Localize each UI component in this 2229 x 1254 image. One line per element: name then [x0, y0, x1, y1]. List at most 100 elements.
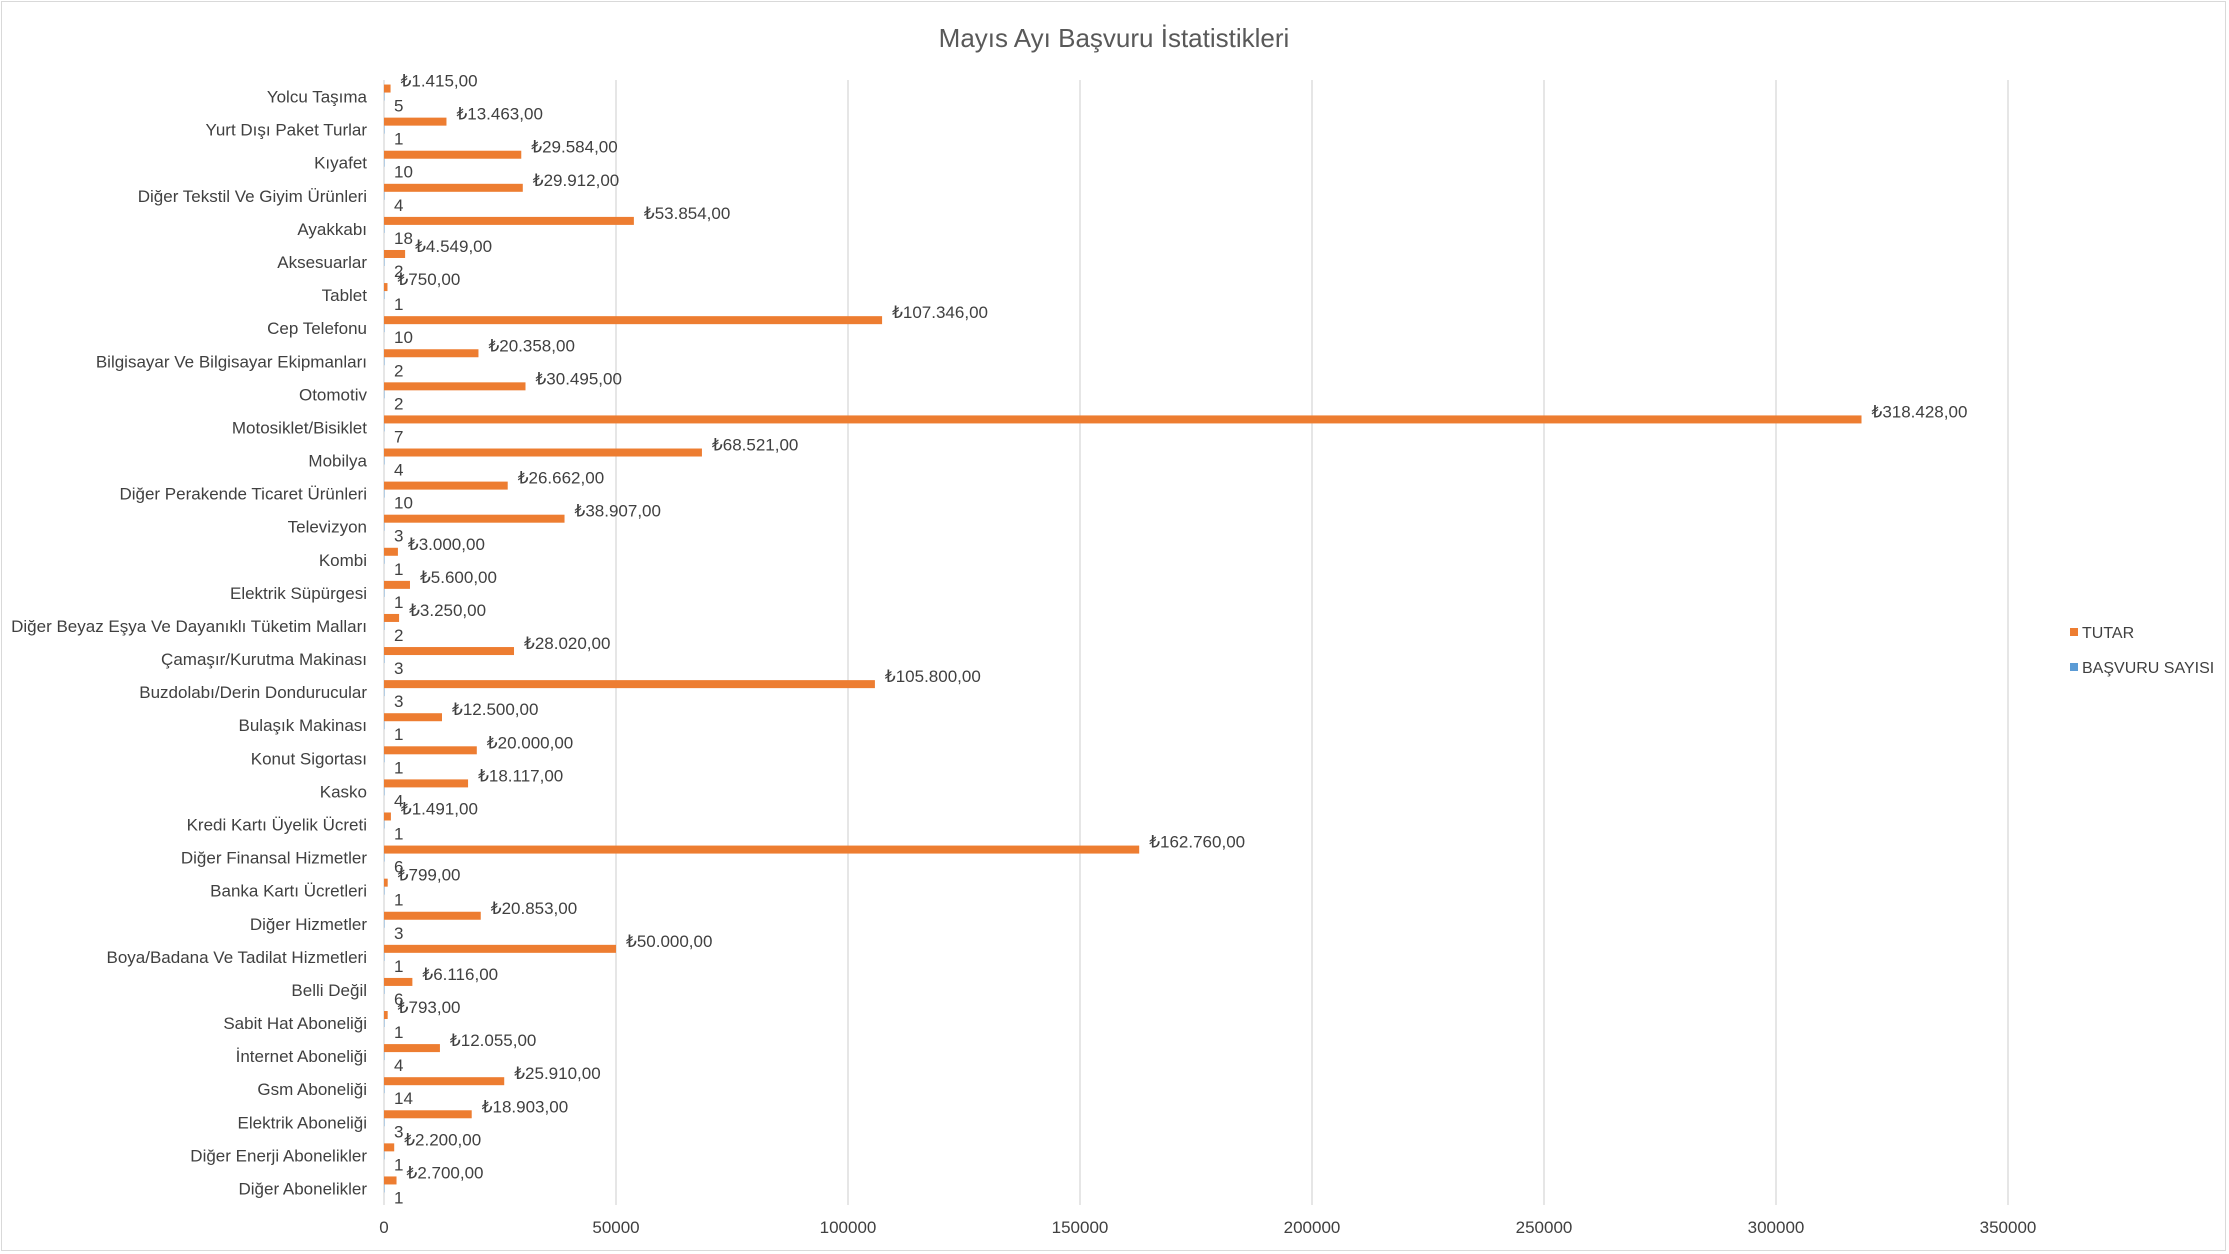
tutar-bar — [384, 580, 410, 589]
basvuru-data-label: 5 — [394, 97, 403, 116]
tutar-bar — [384, 349, 479, 358]
x-axis: 0 50000 100000 150000 200000 250000 300000 3500… — [379, 80, 2036, 1237]
category-label: Tablet — [322, 286, 368, 305]
tutar-data-label: ₺2.700,00 — [407, 1163, 484, 1182]
tutar-data-label: ₺107.346,00 — [892, 303, 988, 322]
tutar-data-label: ₺68.521,00 — [712, 436, 798, 455]
category-label: Motosiklet/Bisiklet — [232, 418, 367, 437]
basvuru-data-label: 1 — [394, 1155, 403, 1174]
category-label: Cep Telefonu — [267, 319, 367, 338]
category-label: Diğer Tekstil Ve Giyim Ürünleri — [138, 187, 367, 206]
legend-swatch — [2070, 628, 2078, 636]
tutar-bar — [384, 845, 1140, 854]
category-label: Kıyafet — [314, 154, 367, 173]
tutar-data-label: ₺30.495,00 — [535, 369, 621, 388]
category-label: Bilgisayar Ve Bilgisayar Ekipmanları — [96, 352, 367, 371]
basvuru-data-label: 4 — [394, 791, 403, 810]
basvuru-data-label: 1 — [394, 1188, 403, 1207]
legend-label: BAŞVURU SAYISI — [2082, 660, 2214, 677]
category-axis: Yolcu Taşıma Yurt Dışı Paket Turlar Kıyafe… — [11, 88, 367, 1199]
x-tick-label: 50000 — [592, 1218, 639, 1237]
basvuru-data-label: 1 — [394, 560, 403, 579]
tutar-bar — [384, 249, 406, 258]
tutar-data-label: ₺6.116,00 — [422, 965, 498, 984]
tutar-data-label: ₺4.549,00 — [415, 237, 492, 256]
data-labels: ₺1.415,00 5 ₺13.463,00 1 ₺29.584,00 10 ₺29.912… — [394, 72, 1967, 1208]
category-label: Aksesuarlar — [277, 253, 367, 272]
tutar-bar — [384, 812, 391, 821]
legend: TUTAR BAŞVURU SAYISI — [2070, 625, 2214, 677]
tutar-bar — [384, 878, 388, 887]
tutar-bar — [384, 448, 702, 457]
category-label: Banka Kartı Ücretleri — [210, 882, 367, 901]
basvuru-data-label: 6 — [394, 990, 403, 1009]
tutar-bar — [384, 680, 875, 689]
tutar-data-label: ₺18.903,00 — [482, 1097, 568, 1116]
basvuru-data-label: 3 — [394, 1122, 403, 1141]
category-label: Diğer Abonelikler — [238, 1179, 367, 1198]
category-label: Elektrik Süpürgesi — [230, 584, 367, 603]
tutar-bar — [384, 647, 515, 656]
basvuru-data-label: 1 — [394, 130, 403, 149]
category-label: Kombi — [319, 551, 367, 570]
basvuru-data-label: 1 — [394, 725, 403, 744]
tutar-bar — [384, 1011, 388, 1020]
tutar-bar — [384, 84, 391, 93]
tutar-bar — [384, 316, 883, 325]
basvuru-data-label: 1 — [394, 957, 403, 976]
basvuru-data-label: 1 — [394, 758, 403, 777]
tutar-data-label: ₺12.500,00 — [452, 700, 538, 719]
x-tick-label: 0 — [379, 1218, 388, 1237]
category-label: Diğer Enerji Abonelikler — [190, 1146, 367, 1165]
category-label: Kredi Kartı Üyelik Ücreti — [187, 815, 367, 834]
x-tick-label: 100000 — [820, 1218, 877, 1237]
category-label: Otomotiv — [299, 385, 368, 404]
category-label: Sabit Hat Aboneliği — [223, 1014, 367, 1033]
tutar-data-label: ₺50.000,00 — [626, 932, 712, 951]
chart-title: Mayıs Ayı Başvuru İstatistikleri — [939, 23, 1290, 53]
tutar-bar — [384, 944, 616, 953]
tutar-data-label: ₺53.854,00 — [644, 204, 730, 223]
tutar-data-label: ₺3.250,00 — [409, 601, 486, 620]
tutar-bar — [384, 1143, 395, 1152]
category-label: Televizyon — [288, 518, 367, 537]
tutar-data-label: ₺20.000,00 — [487, 733, 573, 752]
tutar-data-label: ₺1.491,00 — [401, 799, 478, 818]
basvuru-data-label: 6 — [394, 858, 403, 877]
tutar-bar — [384, 415, 1862, 424]
tutar-bar — [384, 746, 477, 755]
category-label: Kasko — [320, 782, 367, 801]
basvuru-data-label: 3 — [394, 527, 403, 546]
x-tick-label: 200000 — [1284, 1218, 1341, 1237]
tutar-bar — [384, 713, 442, 722]
basvuru-data-label: 4 — [394, 1056, 403, 1075]
basvuru-data-label: 18 — [394, 229, 413, 248]
tutar-data-label: ₺12.055,00 — [450, 1031, 536, 1050]
tutar-bar — [384, 183, 523, 192]
tutar-data-label: ₺38.907,00 — [575, 502, 661, 521]
x-tick-label: 250000 — [1516, 1218, 1573, 1237]
tutar-data-label: ₺20.853,00 — [491, 899, 577, 918]
basvuru-data-label: 10 — [394, 328, 413, 347]
category-label: Bulaşık Makinası — [239, 716, 368, 735]
tutar-bar — [384, 547, 398, 556]
basvuru-data-label: 3 — [394, 659, 403, 678]
basvuru-data-label: 1 — [394, 891, 403, 910]
category-label: Gsm Aboneliği — [257, 1080, 367, 1099]
category-label: Buzdolabı/Derin Dondurucular — [139, 683, 367, 702]
gridlines — [615, 80, 2009, 1205]
tutar-bar — [384, 1044, 440, 1053]
bars — [384, 84, 1862, 1193]
tutar-bar — [384, 613, 400, 622]
basvuru-data-label: 1 — [394, 1023, 403, 1042]
category-label: Diğer Beyaz Eşya Ve Dayanıklı Tüketim Ma… — [11, 617, 367, 636]
tutar-data-label: ₺799,00 — [398, 866, 461, 885]
basvuru-data-label: 1 — [394, 593, 403, 612]
category-label: Ayakkabı — [297, 220, 367, 239]
legend-swatch — [2070, 663, 2078, 671]
category-label: Konut Sigortası — [251, 749, 367, 768]
tutar-data-label: ₺105.800,00 — [885, 667, 981, 686]
tutar-data-label: ₺18.117,00 — [478, 766, 563, 785]
